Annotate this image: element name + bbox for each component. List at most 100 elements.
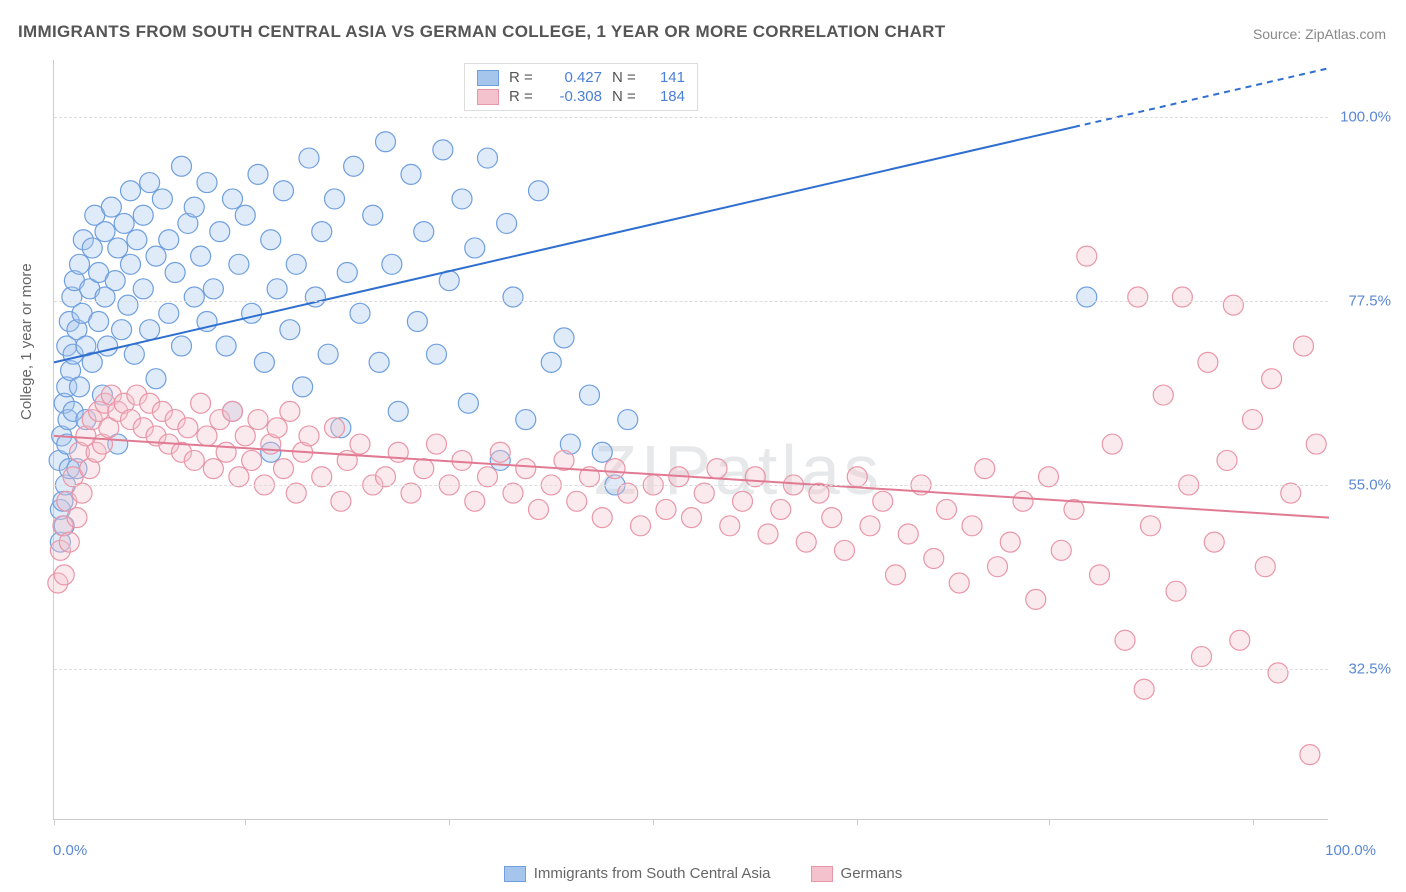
data-point-asia	[152, 189, 172, 209]
gridline	[54, 485, 1328, 486]
data-point-asia	[478, 148, 498, 168]
data-point-german	[962, 516, 982, 536]
data-point-asia	[121, 181, 141, 201]
data-point-german	[1294, 336, 1314, 356]
data-point-asia	[184, 197, 204, 217]
data-point-asia	[133, 279, 153, 299]
data-point-german	[822, 508, 842, 528]
data-point-german	[1255, 557, 1275, 577]
data-point-german	[401, 483, 421, 503]
data-point-german	[898, 524, 918, 544]
x-tick	[245, 819, 246, 825]
data-point-german	[242, 450, 262, 470]
data-point-german	[178, 418, 198, 438]
data-point-german	[67, 508, 87, 528]
data-point-german	[618, 483, 638, 503]
data-point-asia	[541, 352, 561, 372]
data-point-german	[873, 491, 893, 511]
data-point-asia	[618, 410, 638, 430]
data-point-asia	[388, 401, 408, 421]
data-point-asia	[592, 442, 612, 462]
data-point-asia	[580, 385, 600, 405]
data-point-german	[1198, 352, 1218, 372]
data-point-german	[592, 508, 612, 528]
data-point-asia	[433, 140, 453, 160]
data-point-german	[745, 467, 765, 487]
legend-swatch-asia	[504, 866, 526, 882]
x-axis-start-label: 0.0%	[53, 842, 87, 859]
data-point-asia	[407, 312, 427, 332]
data-point-german	[191, 393, 211, 413]
data-point-german	[1243, 410, 1263, 430]
data-point-german	[1223, 295, 1243, 315]
data-point-asia	[382, 254, 402, 274]
data-point-german	[376, 467, 396, 487]
data-point-asia	[312, 222, 332, 242]
data-point-asia	[95, 222, 115, 242]
data-point-german	[694, 483, 714, 503]
source-attribution: Source: ZipAtlas.com	[1253, 26, 1386, 42]
data-point-german	[248, 410, 268, 430]
data-point-asia	[325, 189, 345, 209]
data-point-german	[465, 491, 485, 511]
source-link[interactable]: ZipAtlas.com	[1305, 26, 1386, 42]
data-point-asia	[248, 164, 268, 184]
data-point-asia	[89, 312, 109, 332]
data-point-german	[235, 426, 255, 446]
data-point-german	[274, 459, 294, 479]
data-point-german	[490, 442, 510, 462]
data-point-asia	[133, 205, 153, 225]
data-point-german	[516, 459, 536, 479]
data-point-german	[414, 459, 434, 479]
data-point-asia	[70, 254, 90, 274]
data-point-asia	[254, 352, 274, 372]
data-point-german	[720, 516, 740, 536]
scatter-svg	[54, 60, 1328, 819]
data-point-asia	[121, 254, 141, 274]
data-point-asia	[274, 181, 294, 201]
data-point-german	[350, 434, 370, 454]
data-point-german	[1128, 287, 1148, 307]
data-point-asia	[165, 262, 185, 282]
data-point-german	[184, 450, 204, 470]
legend-item-german: Germans	[811, 865, 903, 882]
data-point-german	[758, 524, 778, 544]
legend-item-asia: Immigrants from South Central Asia	[504, 865, 771, 882]
data-point-german	[1204, 532, 1224, 552]
data-point-german	[567, 491, 587, 511]
plot-area: ZIPatlas R =0.427N =141R =-0.308N =184	[53, 60, 1328, 820]
legend-swatch-german	[811, 866, 833, 882]
bottom-legend: Immigrants from South Central Asia German…	[0, 865, 1406, 882]
data-point-asia	[261, 230, 281, 250]
chart-title: IMMIGRANTS FROM SOUTH CENTRAL ASIA VS GE…	[18, 22, 945, 42]
data-point-german	[988, 557, 1008, 577]
data-point-german	[478, 467, 498, 487]
data-point-german	[847, 467, 867, 487]
data-point-asia	[82, 238, 102, 258]
data-point-german	[1115, 630, 1135, 650]
data-point-asia	[369, 352, 389, 372]
data-point-german	[1090, 565, 1110, 585]
data-point-asia	[191, 246, 211, 266]
legend-label: Immigrants from South Central Asia	[534, 865, 771, 882]
data-point-german	[733, 491, 753, 511]
data-point-asia	[293, 377, 313, 397]
data-point-german	[605, 459, 625, 479]
data-point-german	[707, 459, 727, 479]
data-point-asia	[210, 222, 230, 242]
data-point-asia	[452, 189, 472, 209]
x-tick	[653, 819, 654, 825]
data-point-asia	[146, 246, 166, 266]
data-point-german	[1039, 467, 1059, 487]
data-point-asia	[267, 279, 287, 299]
data-point-asia	[127, 230, 147, 250]
data-point-german	[1141, 516, 1161, 536]
x-axis-end-label: 100.0%	[1325, 842, 1376, 859]
data-point-asia	[299, 148, 319, 168]
data-point-asia	[401, 164, 421, 184]
x-tick	[1253, 819, 1254, 825]
y-tick-label: 100.0%	[1340, 109, 1391, 126]
data-point-asia	[112, 320, 132, 340]
data-point-german	[197, 426, 217, 446]
x-tick	[449, 819, 450, 825]
